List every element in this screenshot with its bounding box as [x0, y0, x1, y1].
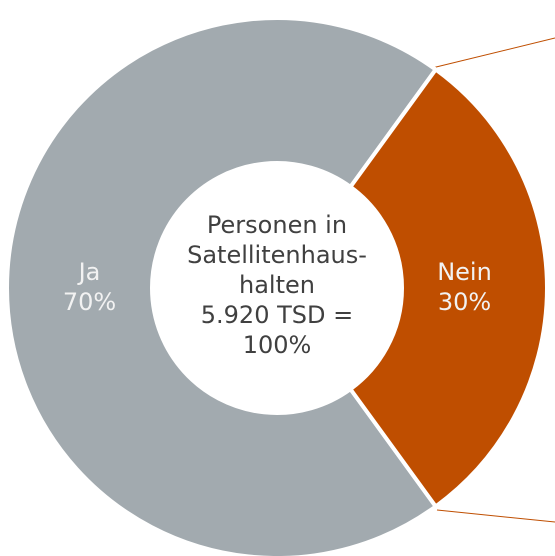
- segment-value-label: 70%: [63, 288, 116, 316]
- center-text: 100%: [243, 331, 312, 359]
- segment-label: Nein: [437, 258, 492, 286]
- center-text: halten: [239, 271, 315, 299]
- donut-segment: [347, 66, 549, 510]
- segment-label: Ja: [77, 258, 101, 286]
- center-text: Satellitenhaus-: [187, 241, 367, 269]
- donut-segment: [5, 16, 439, 556]
- segment-value-label: 30%: [438, 288, 491, 316]
- center-text: Personen in: [207, 211, 347, 239]
- leader-line: [436, 509, 555, 523]
- leader-line: [431, 37, 555, 69]
- center-text: 5.920 TSD =: [201, 301, 353, 329]
